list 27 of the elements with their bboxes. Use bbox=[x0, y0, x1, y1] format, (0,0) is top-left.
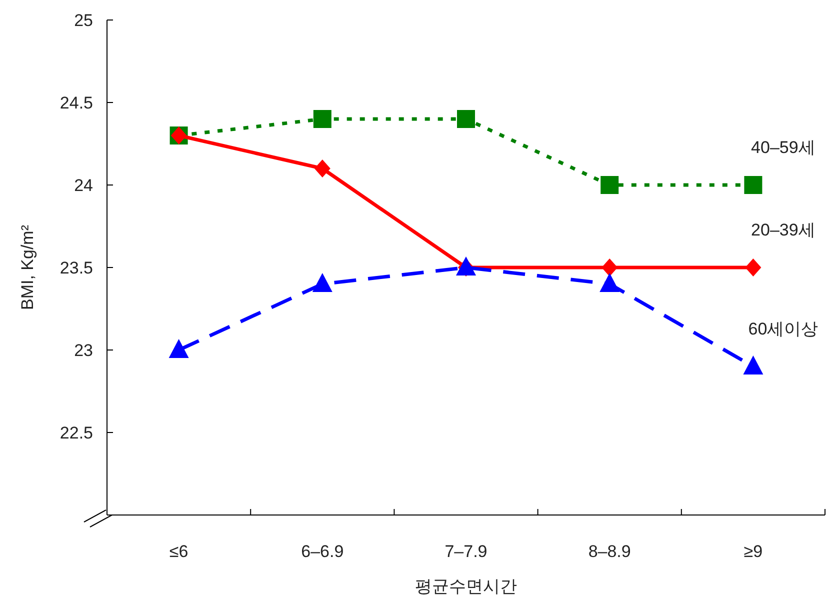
y-tick-label: 22.5 bbox=[60, 424, 93, 442]
x-tick-label: 8–8.9 bbox=[588, 542, 631, 561]
point bbox=[600, 176, 619, 194]
point bbox=[314, 160, 330, 178]
point bbox=[743, 356, 764, 374]
y-axis-title: BMI, Kg/m² bbox=[18, 224, 37, 310]
point bbox=[745, 258, 762, 276]
point bbox=[168, 339, 189, 358]
series-label: 20–39세 bbox=[751, 220, 816, 240]
y-tick-label: 24.5 bbox=[60, 94, 93, 112]
point bbox=[312, 273, 332, 292]
x-tick-label: 7–7.9 bbox=[444, 542, 488, 561]
point bbox=[600, 273, 620, 292]
y-tick-label: 23.5 bbox=[60, 258, 93, 278]
y-tick-label: 23 bbox=[74, 341, 93, 360]
point bbox=[602, 258, 618, 276]
point bbox=[744, 176, 762, 194]
point bbox=[457, 110, 475, 128]
x-tick-label: ≤6 bbox=[169, 542, 188, 561]
series-label: 40–59세 bbox=[751, 138, 816, 157]
x-tick-label: 6–6.9 bbox=[301, 542, 344, 561]
point bbox=[313, 110, 332, 128]
x-tick-label: ≥9 bbox=[744, 542, 763, 561]
y-tick-label: 25 bbox=[74, 11, 93, 30]
x-axis-title: 평균수면시간 bbox=[415, 577, 517, 596]
y-tick-label: 24 bbox=[74, 176, 93, 195]
series-label: 60세이상 bbox=[748, 320, 818, 338]
